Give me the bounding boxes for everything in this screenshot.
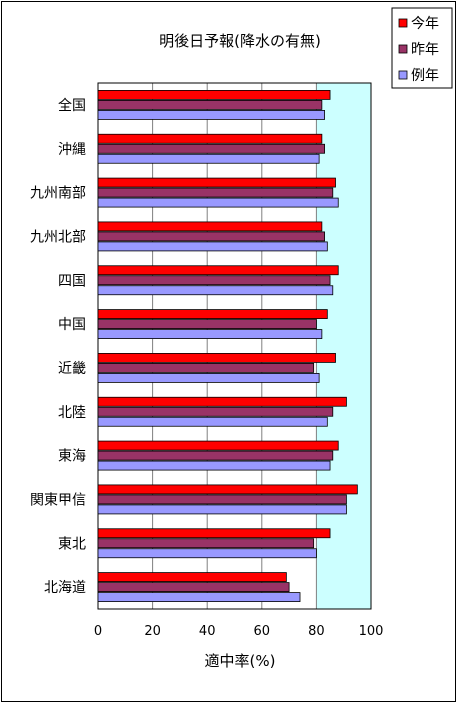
category-label: 北海道: [44, 580, 86, 596]
x-axis-title: 適中率(%): [205, 652, 276, 670]
legend-label: 例年: [411, 68, 439, 84]
bar-昨年: [97, 582, 290, 592]
bar-今年: [97, 309, 328, 319]
bar-昨年: [97, 187, 334, 198]
bar-今年: [97, 396, 347, 407]
x-tick-label: 0: [94, 624, 102, 639]
category-label: 四国: [58, 273, 86, 289]
bar-昨年: [97, 275, 331, 286]
bar-例年: [97, 504, 347, 515]
plot-area: [97, 82, 372, 610]
x-tick-label: 40: [199, 624, 216, 639]
bar-今年: [97, 528, 331, 539]
legend-swatch: [398, 18, 408, 28]
bar-昨年: [97, 143, 325, 154]
legend-swatch: [398, 70, 408, 80]
bar-今年: [97, 177, 336, 188]
bar-今年: [97, 133, 323, 144]
plot-border: [97, 82, 372, 610]
highlight-band: [316, 83, 371, 609]
bar-今年: [97, 90, 331, 100]
bar-今年: [97, 572, 287, 582]
x-tick-label: 100: [359, 624, 384, 639]
bar-昨年: [97, 450, 334, 461]
bar-昨年: [97, 100, 323, 110]
category-label: 沖縄: [58, 142, 86, 158]
bar-例年: [97, 241, 328, 252]
bar-昨年: [97, 319, 317, 329]
bars: [97, 90, 358, 602]
bar-今年: [97, 221, 323, 232]
bar-例年: [97, 416, 328, 427]
bar-昨年: [97, 363, 315, 373]
bar-例年: [97, 548, 317, 559]
category-label: 北陸: [58, 405, 86, 421]
x-tick-label: 80: [308, 624, 325, 639]
bar-昨年: [97, 231, 325, 242]
chart-title: 明後日予報(降水の有無): [159, 32, 321, 50]
bar-今年: [97, 265, 339, 276]
x-tick-label: 60: [254, 624, 271, 639]
category-label: 九州南部: [30, 186, 86, 202]
bar-例年: [97, 153, 320, 164]
category-label: 中国: [58, 317, 86, 333]
bar-例年: [97, 460, 331, 471]
bar-例年: [97, 285, 334, 296]
category-label: 東海: [58, 449, 86, 465]
bar-今年: [97, 484, 358, 495]
bar-昨年: [97, 406, 334, 417]
bar-今年: [97, 353, 336, 363]
legend-swatch: [398, 44, 408, 54]
bar-昨年: [97, 538, 315, 549]
category-label: 近畿: [58, 361, 86, 377]
bar-例年: [97, 373, 320, 383]
bar-例年: [97, 110, 325, 120]
x-tick-label: 20: [144, 624, 161, 639]
category-label: 関東甲信: [30, 492, 86, 508]
bar-例年: [97, 592, 301, 602]
legend-label: 今年: [411, 16, 439, 32]
legend-label: 昨年: [411, 42, 439, 58]
category-label: 東北: [58, 536, 86, 552]
category-label: 九州北部: [30, 229, 86, 245]
category-label: 全国: [58, 97, 86, 114]
bar-今年: [97, 440, 339, 451]
bar-例年: [97, 329, 323, 339]
bar-例年: [97, 197, 339, 208]
x-tick-labels: 0 20 40 60 80 100: [94, 624, 384, 639]
bar-昨年: [97, 494, 347, 505]
